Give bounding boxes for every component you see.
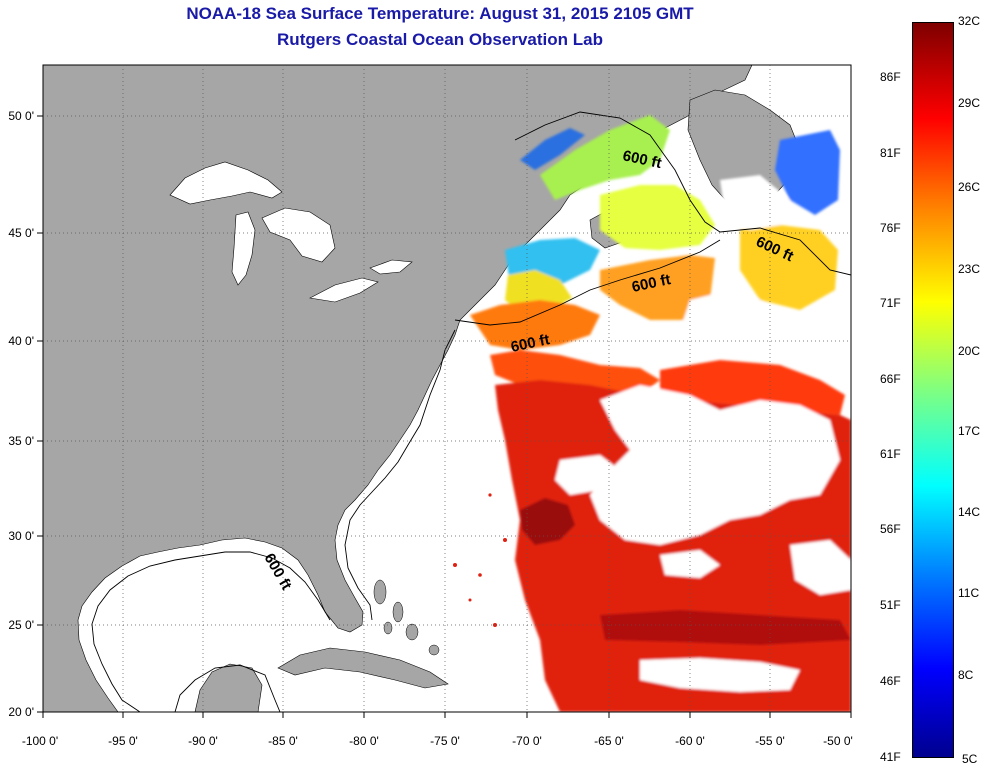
colorbar-celsius-label: 17C: [958, 424, 981, 438]
lat-tick-label: 25 0': [8, 618, 34, 632]
lon-tick-label: -95 0': [108, 734, 138, 748]
lat-tick-label: 40 0': [8, 334, 34, 348]
isobath-600ft: [91, 111, 851, 712]
colorbar-celsius-label: 26C: [958, 180, 981, 194]
lat-tick-label: 20 0': [8, 705, 34, 719]
colorbar-fahrenheit-label: 61F: [880, 447, 901, 461]
graticule: [43, 65, 851, 712]
lake-ontario: [369, 259, 413, 275]
yucatan: [194, 663, 263, 712]
axis-ticks: [37, 115, 852, 718]
lon-tick-label: -75 0': [430, 734, 460, 748]
colorbar-fahrenheit-label: 51F: [880, 598, 901, 612]
lake-huron: [261, 207, 336, 263]
lat-tick-label: 35 0': [8, 434, 34, 448]
lon-tick-label: -60 0': [675, 734, 705, 748]
colorbar-fahrenheit-label: 81F: [880, 146, 901, 160]
colorbar-fahrenheit-label: 56F: [880, 522, 901, 536]
temperature-colorbar: [912, 22, 954, 758]
lat-tick-label: 50 0': [8, 109, 34, 123]
colorbar-celsius-label: 23C: [958, 262, 981, 276]
colorbar-celsius-label: 14C: [958, 505, 981, 519]
lon-tick-label: -65 0': [594, 734, 624, 748]
colorbar-celsius-label: 11C: [958, 586, 980, 600]
map-frame: [42, 64, 852, 713]
colorbar-celsius-label: 8C: [958, 668, 974, 682]
sst-data: [470, 115, 851, 712]
map-subtitle: Rutgers Coastal Ocean Observation Lab: [277, 30, 603, 49]
colorbar-celsius-label: 5C: [962, 752, 978, 766]
colorbar-fahrenheit-label: 76F: [880, 221, 901, 235]
colorbar-celsius-label: 29C: [958, 96, 981, 110]
lon-tick-label: -70 0': [512, 734, 542, 748]
lon-tick-label: -80 0': [349, 734, 379, 748]
bahamas: [373, 579, 440, 656]
lon-tick-label: -50 0': [823, 734, 853, 748]
colorbar-fahrenheit-label: 71F: [880, 296, 901, 310]
lat-tick-label: 45 0': [8, 226, 34, 240]
lon-tick-label: -100 0': [22, 734, 58, 748]
lat-tick-label: 30 0': [8, 529, 34, 543]
newfoundland: [687, 89, 801, 213]
lake-superior: [169, 161, 283, 205]
map-title: NOAA-18 Sea Surface Temperature: August …: [186, 4, 694, 23]
lat-tick-labels: 50 0' 45 0' 40 0' 35 0' 30 0' 25 0' 20 0…: [8, 109, 34, 719]
lon-tick-label: -55 0': [755, 734, 785, 748]
colorbar-fahrenheit-label: 66F: [880, 372, 901, 386]
lake-michigan: [231, 211, 256, 286]
colorbar-celsius-label: 20C: [958, 344, 981, 358]
colorbar-fahrenheit-label: 46F: [880, 674, 901, 688]
lon-tick-label: -85 0': [268, 734, 298, 748]
colorbar-celsius-label: 32C: [958, 14, 981, 28]
colorbar-fahrenheit-label: 41F: [880, 750, 901, 764]
lake-erie: [309, 277, 379, 303]
lon-tick-labels: -100 0' -95 0' -90 0' -85 0' -80 0' -75 …: [22, 734, 853, 748]
cuba: [277, 647, 449, 689]
colorbar-fahrenheit-label: 86F: [880, 70, 901, 84]
lon-tick-label: -90 0': [188, 734, 218, 748]
